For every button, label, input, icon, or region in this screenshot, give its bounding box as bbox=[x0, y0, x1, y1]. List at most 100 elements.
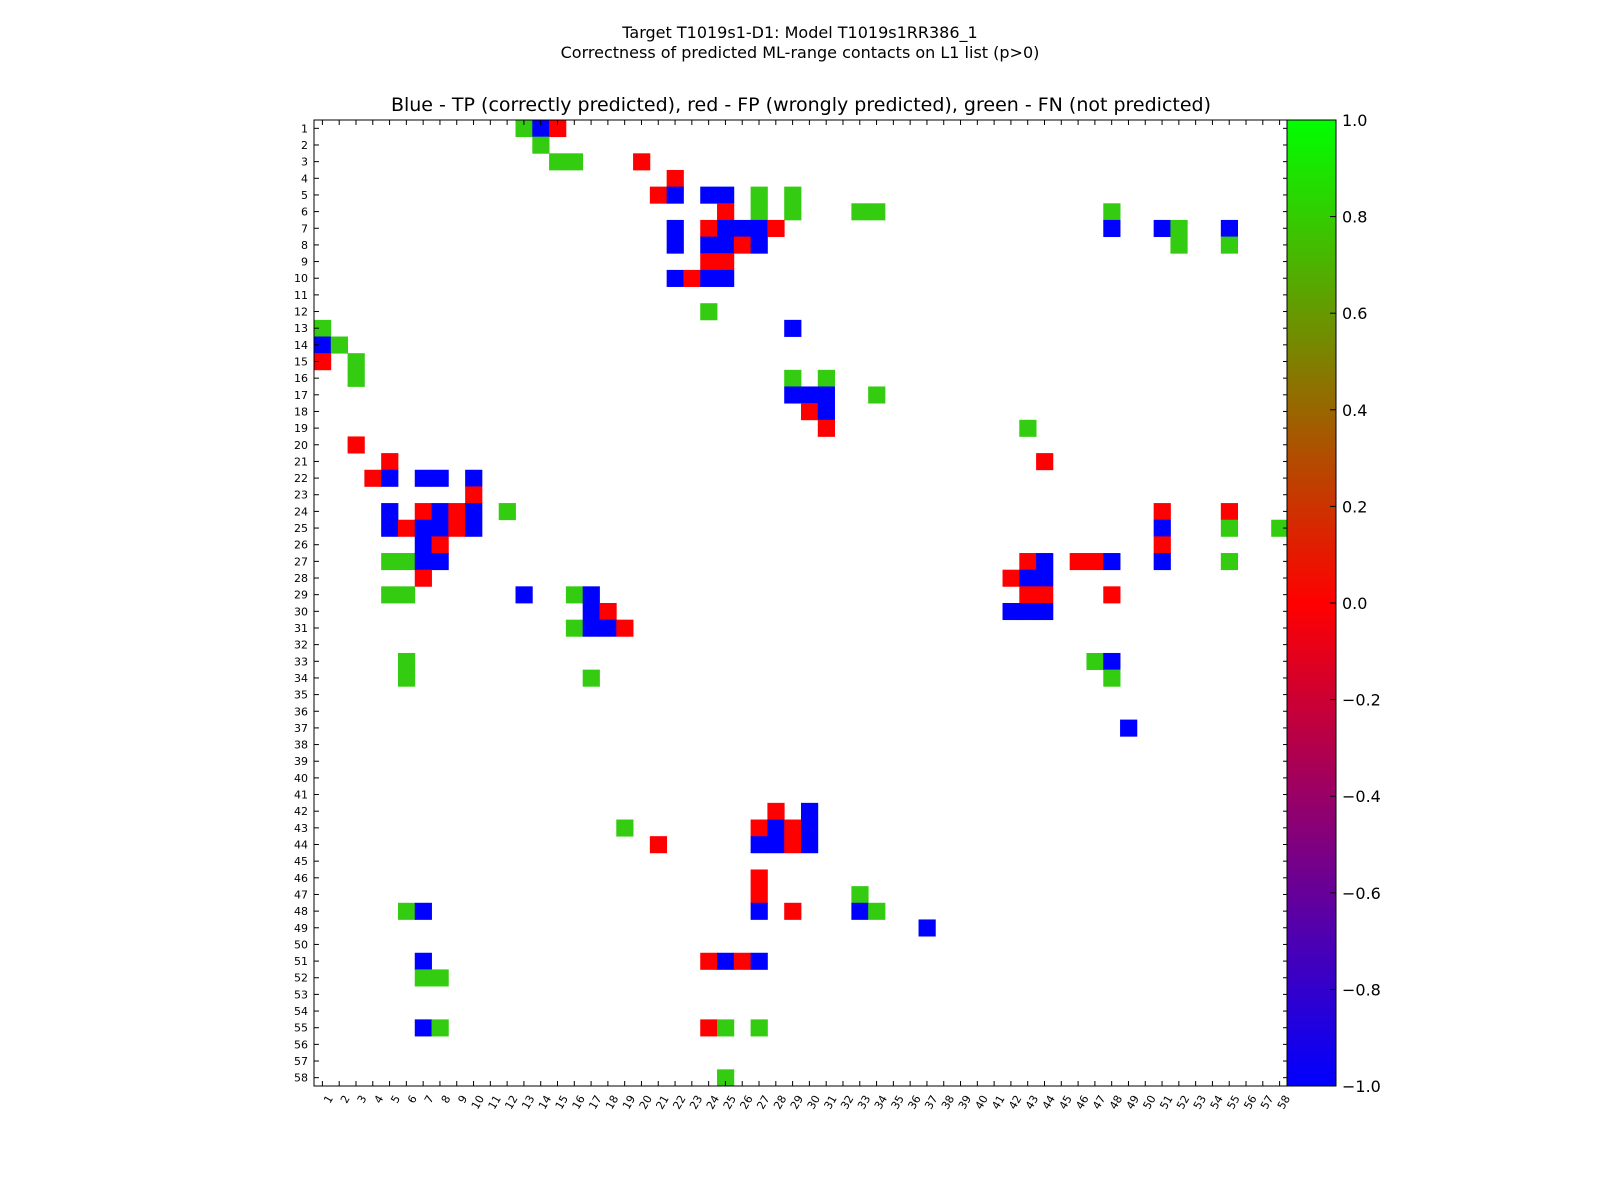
x-tick-label: 14 bbox=[536, 1093, 554, 1112]
chart-title: Blue - TP (correctly predicted), red - F… bbox=[390, 94, 1212, 116]
y-tick-label: 56 bbox=[294, 1038, 308, 1051]
x-tick-label: 28 bbox=[771, 1093, 789, 1112]
heatmap-cell bbox=[381, 453, 399, 471]
heatmap-cell bbox=[868, 902, 886, 920]
x-tick-label: 25 bbox=[721, 1093, 739, 1112]
heatmap-cell bbox=[414, 969, 432, 987]
heatmap-cell bbox=[397, 902, 416, 920]
y-tick-label: 52 bbox=[294, 972, 308, 985]
heatmap-cell bbox=[750, 836, 768, 854]
heatmap-cell bbox=[1086, 652, 1104, 671]
y-tick-label: 30 bbox=[294, 605, 308, 618]
heatmap-cell bbox=[616, 819, 634, 837]
x-tick-label: 56 bbox=[1241, 1093, 1259, 1112]
x-tick-label: 52 bbox=[1174, 1093, 1192, 1112]
x-tick-label: 35 bbox=[889, 1093, 907, 1112]
heatmap-cell bbox=[397, 519, 416, 537]
heatmap-cell bbox=[851, 902, 869, 920]
heatmap-cell bbox=[465, 503, 483, 521]
colorbar-tick-label: −0.8 bbox=[1342, 980, 1381, 999]
y-tick-label: 42 bbox=[294, 805, 308, 818]
heatmap-cell bbox=[784, 186, 802, 204]
y-tick-label: 4 bbox=[301, 172, 308, 185]
heatmap-cell bbox=[381, 503, 399, 521]
y-tick-label: 2 bbox=[301, 139, 308, 152]
heatmap-cell bbox=[767, 819, 785, 837]
heatmap-cell bbox=[515, 120, 533, 138]
y-tick-label: 31 bbox=[294, 622, 308, 635]
heatmap-cell bbox=[616, 619, 634, 637]
heatmap-cell bbox=[1019, 603, 1037, 621]
heatmap-cell bbox=[733, 219, 752, 237]
heatmap-cell bbox=[817, 386, 835, 404]
y-tick-label: 3 bbox=[301, 156, 308, 169]
heatmap-cell bbox=[314, 336, 332, 354]
heatmap-cell bbox=[666, 236, 684, 254]
x-tick-label: 11 bbox=[486, 1093, 504, 1112]
y-tick-label: 16 bbox=[294, 372, 308, 385]
heatmap-cell bbox=[700, 186, 718, 204]
heatmap-cell bbox=[414, 536, 432, 554]
x-tick-label: 53 bbox=[1191, 1093, 1209, 1112]
heatmap-cell bbox=[750, 952, 768, 970]
heatmap-cell bbox=[582, 603, 600, 621]
colorbar-tick-label: 0.8 bbox=[1342, 208, 1367, 227]
x-tick-label: 48 bbox=[1107, 1093, 1125, 1112]
x-tick-label: 7 bbox=[422, 1093, 437, 1106]
y-tick-label: 19 bbox=[294, 422, 308, 435]
heatmap-cell bbox=[733, 236, 752, 254]
heatmap-cell bbox=[1153, 503, 1171, 521]
heatmap-cell bbox=[801, 386, 819, 404]
heatmap-cell bbox=[733, 952, 752, 970]
x-tick-label: 31 bbox=[821, 1093, 839, 1112]
heatmap-cell bbox=[750, 886, 768, 904]
heatmap-cell bbox=[1153, 553, 1171, 571]
x-tick-label: 50 bbox=[1141, 1093, 1159, 1112]
heatmap-cell bbox=[431, 519, 449, 537]
heatmap-cell bbox=[431, 503, 449, 521]
heatmap-cell bbox=[784, 902, 802, 920]
x-tick-label: 57 bbox=[1258, 1093, 1276, 1112]
y-tick-label: 6 bbox=[301, 206, 308, 219]
y-tick-label: 55 bbox=[294, 1022, 308, 1035]
heatmap-cell bbox=[565, 586, 584, 604]
x-tick-label: 13 bbox=[519, 1093, 537, 1112]
x-tick-label: 6 bbox=[405, 1093, 420, 1106]
heatmap-cell bbox=[431, 553, 449, 571]
heatmap-cell bbox=[784, 836, 802, 854]
y-tick-label: 28 bbox=[294, 572, 308, 585]
heatmap-cell bbox=[381, 469, 399, 487]
heatmap-cell bbox=[801, 819, 819, 837]
y-tick-label: 37 bbox=[294, 722, 308, 735]
heatmap-cell bbox=[666, 269, 684, 287]
x-axis: 1 2 3 4 5 6 7 8 91011121314151617181920212223242… bbox=[321, 120, 1293, 1112]
heatmap-cell bbox=[414, 569, 432, 587]
heatmap-cell bbox=[397, 553, 416, 571]
y-tick-label: 36 bbox=[294, 705, 308, 718]
x-tick-label: 54 bbox=[1208, 1093, 1226, 1112]
heatmap-cell bbox=[414, 519, 432, 537]
heatmap-cell bbox=[851, 886, 869, 904]
heatmap-cell bbox=[565, 153, 584, 171]
y-tick-label: 48 bbox=[294, 905, 308, 918]
heatmap-cell bbox=[700, 952, 718, 970]
heatmap-cell bbox=[397, 669, 416, 687]
colorbar-tick-label: −0.2 bbox=[1342, 691, 1381, 710]
y-tick-label: 29 bbox=[294, 589, 308, 602]
heatmap-cell bbox=[414, 469, 432, 487]
x-tick-label: 9 bbox=[456, 1093, 471, 1106]
y-tick-label: 47 bbox=[294, 888, 308, 901]
heatmap-cell bbox=[801, 403, 819, 421]
y-tick-label: 9 bbox=[301, 256, 308, 269]
x-tick-label: 55 bbox=[1224, 1093, 1242, 1112]
y-tick-label: 58 bbox=[294, 1072, 308, 1085]
colorbar-tick-label: 0.4 bbox=[1342, 401, 1367, 420]
x-tick-label: 15 bbox=[553, 1093, 571, 1112]
y-tick-label: 20 bbox=[294, 439, 308, 452]
colorbar-tick-label: −0.6 bbox=[1342, 884, 1381, 903]
heatmap-cell bbox=[666, 169, 684, 188]
heatmap-cell bbox=[700, 236, 718, 254]
x-tick-label: 37 bbox=[922, 1093, 940, 1112]
heatmap-cell bbox=[1002, 603, 1020, 621]
